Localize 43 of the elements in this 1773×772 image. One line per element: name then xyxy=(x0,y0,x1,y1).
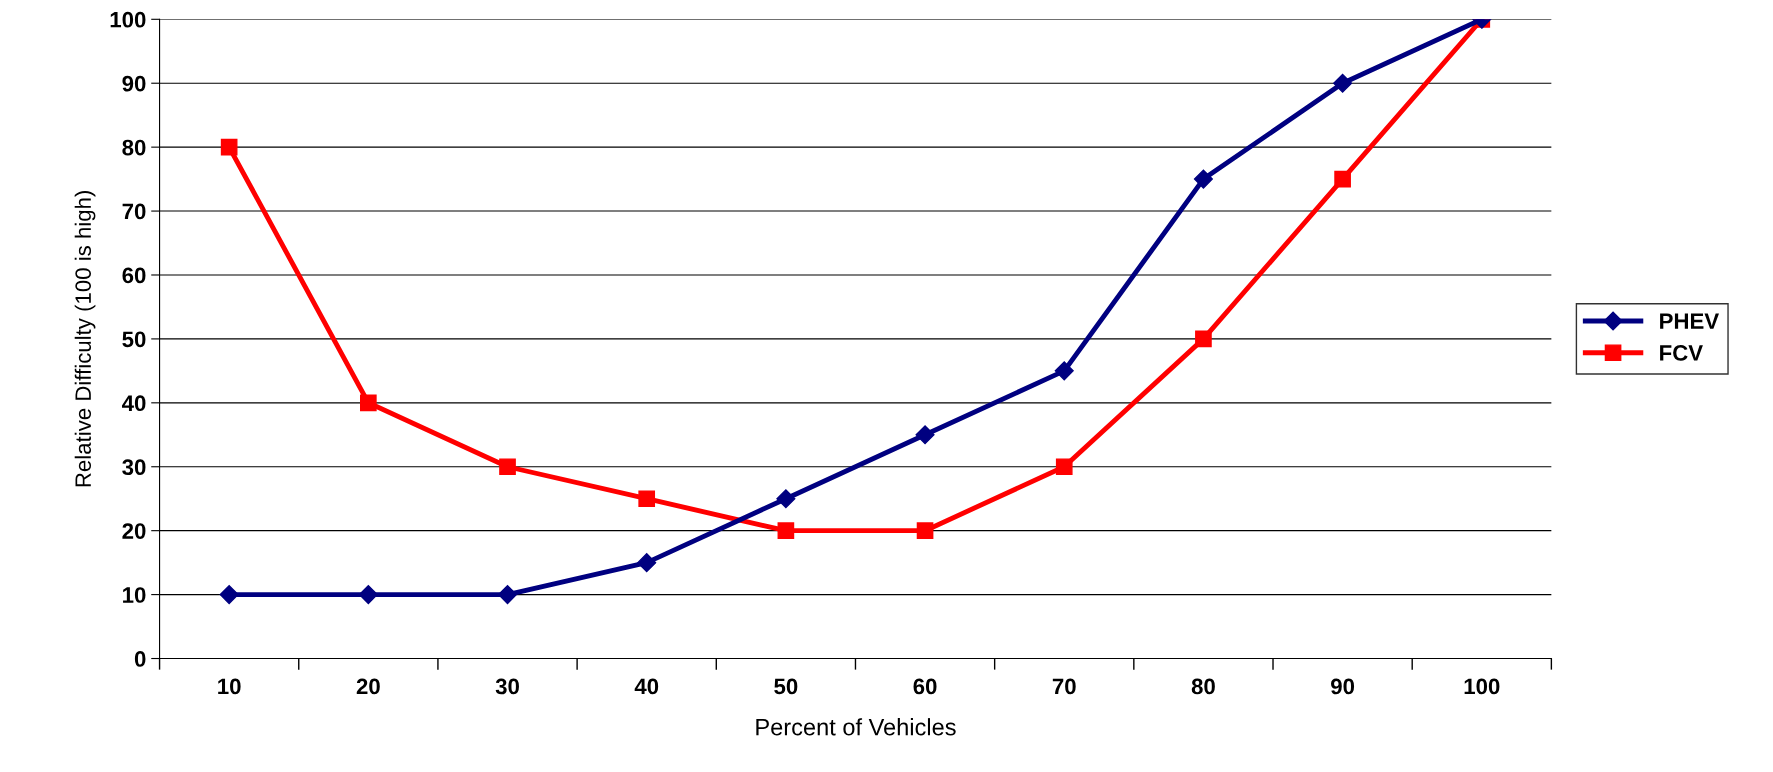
point xyxy=(497,585,518,605)
y-tick-label: 0 xyxy=(134,651,146,667)
point xyxy=(1333,73,1353,93)
y-tick-label: 70 xyxy=(122,203,146,220)
y-tick-label: 30 xyxy=(122,459,146,476)
x-tick-label: 20 xyxy=(356,678,380,695)
y-tick-label: 80 xyxy=(122,139,146,156)
point xyxy=(915,425,935,445)
x-tick-label: 30 xyxy=(495,678,519,695)
y-tick-label: 90 xyxy=(122,75,146,92)
y-tick-label: 60 xyxy=(122,267,146,284)
y-tick-label: 100 xyxy=(110,11,146,28)
point xyxy=(220,138,238,156)
x-tick-label: 70 xyxy=(1052,678,1076,695)
point xyxy=(637,553,657,573)
point xyxy=(1055,458,1073,476)
y-axis-title: Relative Difficulty (100 is high) xyxy=(74,191,96,487)
x-tick-label: 80 xyxy=(1191,678,1215,695)
point xyxy=(1193,169,1213,189)
x-tick-label: 60 xyxy=(913,678,937,695)
legend-label: PHEV xyxy=(1660,313,1719,329)
point xyxy=(916,522,934,540)
point xyxy=(777,522,795,540)
y-tick-label: 20 xyxy=(122,523,146,539)
point xyxy=(1195,330,1212,348)
point xyxy=(1054,361,1074,381)
y-tick-label: 40 xyxy=(122,395,146,412)
point xyxy=(776,489,796,509)
legend-label: FCV xyxy=(1660,345,1703,361)
x-tick-label: 90 xyxy=(1331,678,1355,695)
point xyxy=(499,458,516,476)
y-tick-label: 10 xyxy=(123,587,146,603)
x-tick-label: 40 xyxy=(634,678,659,695)
x-tick-label: 100 xyxy=(1464,678,1500,695)
point xyxy=(1334,170,1351,188)
y-tick-label: 50 xyxy=(122,331,146,348)
x-tick-label: 50 xyxy=(774,678,798,695)
point xyxy=(358,585,378,605)
point xyxy=(360,394,377,412)
x-axis-title: Percent of Vehicles xyxy=(756,718,956,736)
point xyxy=(219,585,239,605)
point xyxy=(638,490,656,508)
x-tick-label: 10 xyxy=(218,678,241,695)
